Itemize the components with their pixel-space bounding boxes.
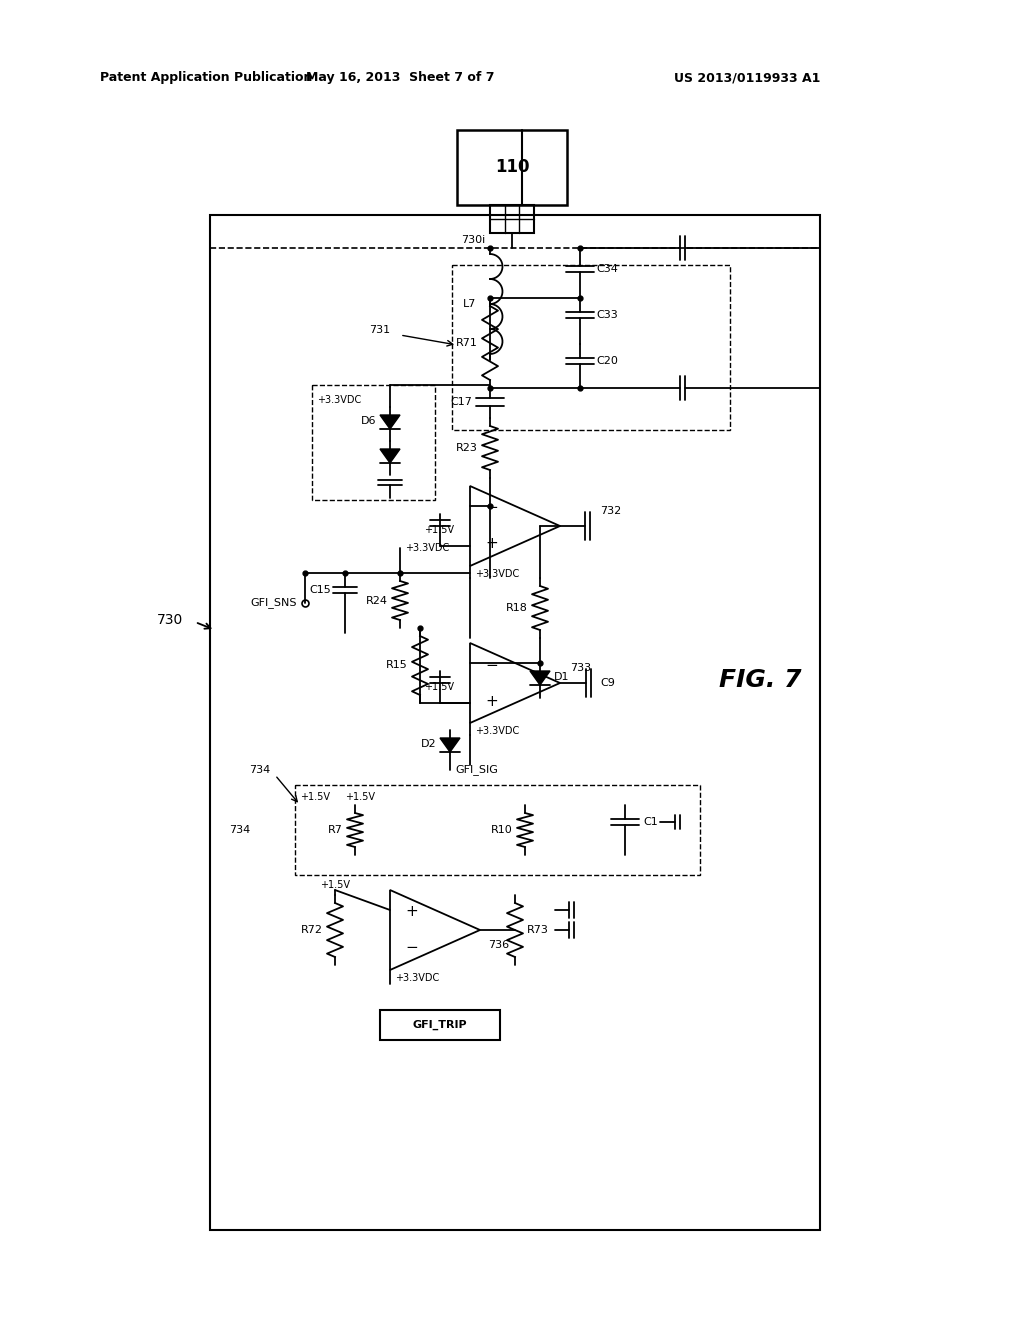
Text: 734: 734 — [228, 825, 250, 836]
Text: R18: R18 — [506, 603, 528, 612]
Text: +: + — [485, 536, 499, 552]
Text: US 2013/0119933 A1: US 2013/0119933 A1 — [674, 71, 820, 84]
Bar — [210, 215, 820, 1230]
Bar — [452, 265, 730, 430]
Text: 730: 730 — [157, 612, 183, 627]
Text: C34: C34 — [596, 264, 617, 275]
Text: +1.5V: +1.5V — [319, 880, 350, 890]
Text: C33: C33 — [596, 310, 617, 319]
Text: C15: C15 — [309, 585, 331, 595]
Polygon shape — [440, 738, 460, 752]
Text: +3.3VDC: +3.3VDC — [475, 726, 519, 737]
Text: +: + — [485, 693, 499, 709]
Text: R71: R71 — [456, 338, 478, 348]
Text: May 16, 2013  Sheet 7 of 7: May 16, 2013 Sheet 7 of 7 — [306, 71, 495, 84]
Text: L7: L7 — [463, 300, 476, 309]
Text: +1.5V: +1.5V — [424, 525, 454, 535]
Text: −: − — [485, 500, 499, 516]
Bar — [312, 385, 435, 500]
Text: 110: 110 — [495, 158, 529, 177]
Text: R10: R10 — [492, 825, 513, 836]
Text: 736: 736 — [488, 940, 509, 950]
Polygon shape — [380, 414, 400, 429]
Text: GFI_SNS: GFI_SNS — [251, 598, 297, 609]
Text: +3.3VDC: +3.3VDC — [395, 973, 439, 983]
Text: 734: 734 — [249, 766, 270, 775]
Bar — [490, 205, 534, 234]
Text: C17: C17 — [451, 397, 472, 407]
Text: 733: 733 — [570, 663, 591, 673]
Bar — [295, 785, 700, 875]
Text: FIG. 7: FIG. 7 — [719, 668, 801, 692]
Polygon shape — [390, 890, 480, 970]
Text: +1.5V: +1.5V — [300, 792, 330, 803]
Text: D2: D2 — [421, 739, 436, 748]
Text: 731: 731 — [369, 325, 390, 335]
Text: D6: D6 — [360, 416, 376, 426]
Text: C1: C1 — [643, 817, 657, 828]
Text: R72: R72 — [301, 925, 323, 935]
Text: +3.3VDC: +3.3VDC — [406, 543, 450, 553]
Text: GFI_SIG: GFI_SIG — [455, 764, 498, 775]
Text: C20: C20 — [596, 356, 617, 366]
Text: +1.5V: +1.5V — [424, 682, 454, 692]
Text: R24: R24 — [366, 595, 388, 606]
Text: 730i: 730i — [461, 235, 485, 246]
Text: 732: 732 — [600, 506, 622, 516]
Text: D1: D1 — [554, 672, 569, 682]
Polygon shape — [530, 671, 550, 685]
Text: C9: C9 — [600, 678, 614, 688]
Text: −: − — [406, 940, 419, 956]
Polygon shape — [470, 486, 560, 566]
Text: R7: R7 — [328, 825, 343, 836]
Text: +: + — [406, 904, 419, 920]
Text: +3.3VDC: +3.3VDC — [475, 569, 519, 579]
Bar — [457, 129, 567, 205]
Text: R23: R23 — [456, 444, 478, 453]
Text: −: − — [485, 657, 499, 672]
Text: R15: R15 — [386, 660, 408, 671]
Polygon shape — [380, 449, 400, 463]
Bar — [380, 1010, 500, 1040]
Polygon shape — [470, 643, 560, 723]
Text: GFI_TRIP: GFI_TRIP — [413, 1020, 467, 1030]
Text: Patent Application Publication: Patent Application Publication — [100, 71, 312, 84]
Text: R73: R73 — [527, 925, 549, 935]
Text: +3.3VDC: +3.3VDC — [317, 395, 361, 405]
Text: +1.5V: +1.5V — [345, 792, 375, 803]
